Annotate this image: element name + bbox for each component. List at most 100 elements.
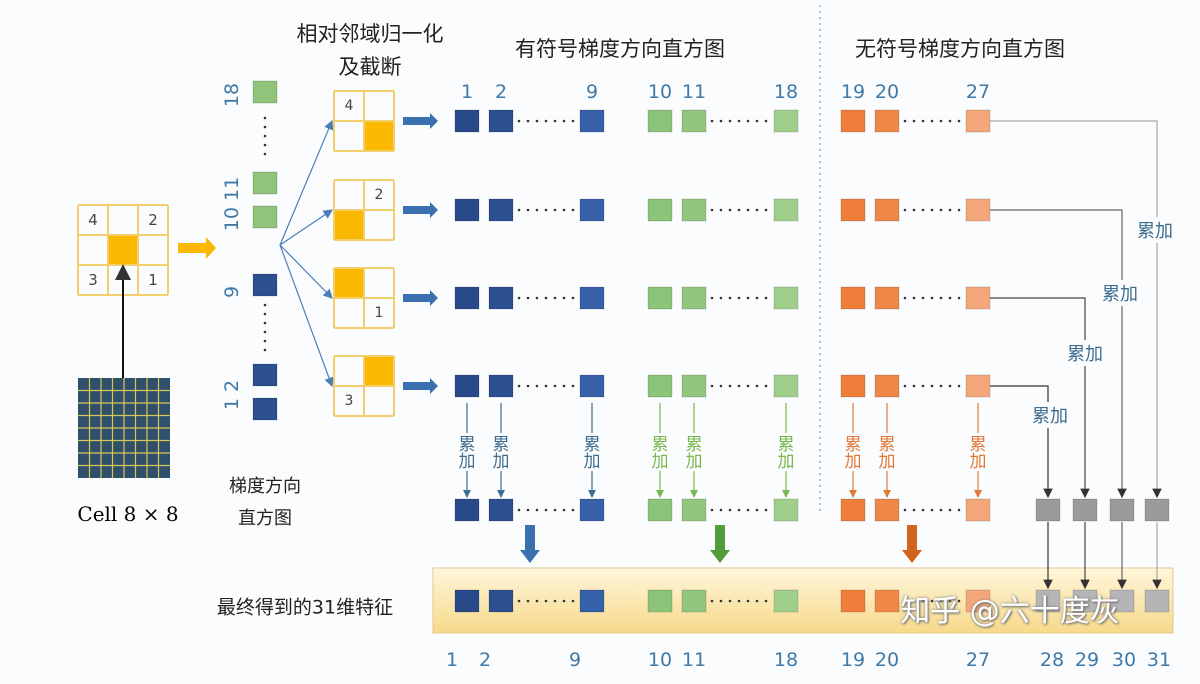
ellipsis-dots [939,599,943,603]
ellipsis-dots [544,296,548,300]
ellipsis-dots [746,508,750,512]
accumulate-label: 累加 [771,433,797,471]
ellipsis-dots [535,208,539,212]
hist-number-1-2: 1 2 [221,379,243,411]
feature-bin [454,286,480,310]
ellipsis-dots [755,208,759,212]
feature-bin [488,109,514,133]
sum-label: 累加 [1067,340,1103,366]
feature-bin [965,198,991,222]
hist-number-18: 18 [221,82,243,108]
bottom-index-label: 1 [445,649,459,671]
feature-bin [579,198,605,222]
block-number: 1 [374,305,384,321]
ellipsis-dots [710,384,714,388]
feature-bin [488,286,514,310]
ellipsis-dots [728,296,732,300]
ellipsis-dots [921,384,925,388]
column-label: 27 [965,81,991,103]
ellipsis-dots [526,599,530,603]
final-summed-bin [1109,589,1135,613]
block-highlight [334,268,364,298]
ellipsis-dots [930,508,934,512]
histogram-dots [263,312,267,316]
ellipsis-dots [544,208,548,212]
ellipsis-dots [571,384,575,388]
histogram-bin [252,171,278,195]
accumulated-bin [488,498,514,522]
ellipsis-dots [764,384,768,388]
normalize-title-2: 及截断 [338,55,402,79]
ellipsis-dots [719,508,723,512]
ellipsis-dots [746,599,750,603]
row-arrow [403,290,438,306]
ellipsis-dots [903,599,907,603]
cell-center-highlight [108,235,138,265]
histogram-dots [263,143,267,147]
ellipsis-dots [562,119,566,123]
feature-bin [647,109,673,133]
sum-connector [990,385,1053,499]
accumulate-arrowhead [463,490,471,498]
ellipsis-dots [957,599,961,603]
ellipsis-dots [737,296,741,300]
ellipsis-dots [544,384,548,388]
feature-bin [874,109,900,133]
accumulate-arrowhead [849,490,857,498]
accumulated-bin [840,498,866,522]
ellipsis-dots [719,599,723,603]
ellipsis-dots [912,119,916,123]
ellipsis-dots [903,296,907,300]
ellipsis-dots [957,296,961,300]
accumulated-bin [874,498,900,522]
cell-number: 2 [148,211,158,229]
ellipsis-dots [930,296,934,300]
ellipsis-dots [553,508,557,512]
accumulate-label: 累加 [486,433,512,471]
ellipsis-dots [957,384,961,388]
ellipsis-dots [903,508,907,512]
histogram-dots [263,321,267,325]
ellipsis-dots [710,208,714,212]
feature-bin [579,286,605,310]
normalize-title: 相对邻域归一化 [296,22,444,46]
accumulate-arrowhead [883,490,891,498]
histogram-dots [263,303,267,307]
feature-bin [647,374,673,398]
final-feature-bin [874,589,900,613]
ellipsis-dots [728,119,732,123]
feature-bin [874,198,900,222]
ellipsis-dots [562,508,566,512]
ellipsis-dots [957,508,961,512]
feature-bin [681,109,707,133]
feature-bin [681,374,707,398]
ellipsis-dots [553,384,557,388]
ellipsis-dots [930,384,934,388]
accumulate-label: 累加 [645,433,671,471]
histogram-dots [263,348,267,352]
column-label: 9 [585,81,599,103]
bottom-index-label: 10 [647,649,673,671]
ellipsis-dots [517,296,521,300]
ellipsis-dots [562,296,566,300]
final-feature-bin [647,589,673,613]
cell-number: 4 [88,211,98,229]
column-label: 11 [681,81,707,103]
ellipsis-dots [553,208,557,212]
final-summed-bin [1072,589,1098,613]
accumulated-bin [965,498,991,522]
ellipsis-dots [571,296,575,300]
accumulate-label: 累加 [838,433,864,471]
ellipsis-dots [948,119,952,123]
ellipsis-dots [728,599,732,603]
sum-connector [990,120,1162,499]
ellipsis-dots [912,508,916,512]
ellipsis-dots [746,296,750,300]
ellipsis-dots [719,296,723,300]
bottom-index-label: 31 [1146,649,1172,671]
ellipsis-dots [948,296,952,300]
ellipsis-dots [710,296,714,300]
hist-number-10-11: 10 11 [221,176,243,232]
sum-connector [990,209,1127,499]
feature-bin [773,198,799,222]
